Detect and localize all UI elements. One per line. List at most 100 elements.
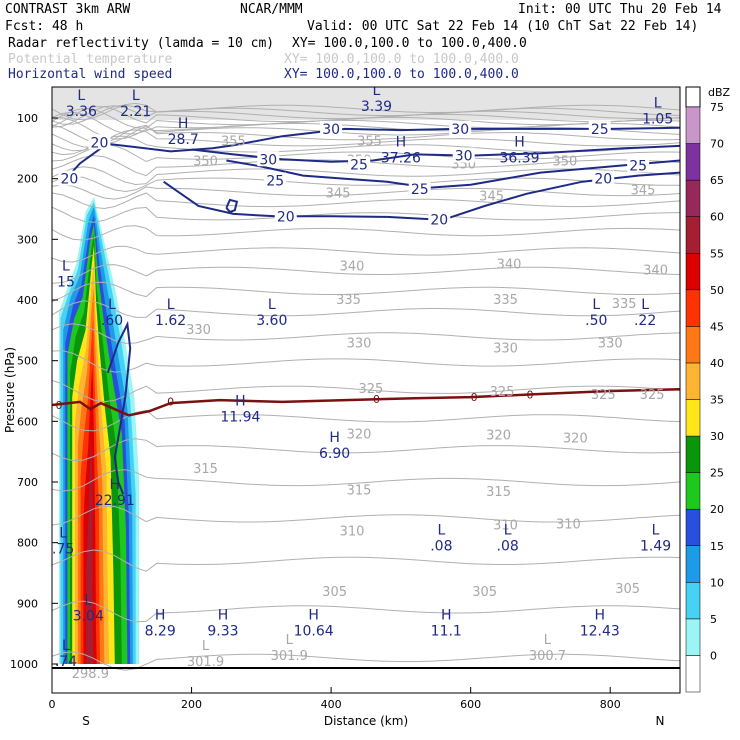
colorbar-label: 15 [710, 540, 724, 553]
colorbar-label: 5 [710, 613, 717, 626]
reflectivity-band-60dbz [86, 433, 94, 664]
extremum-marker: L [641, 297, 649, 313]
theta-contour-label: 355 [221, 134, 246, 149]
theta-contour-label: 305 [322, 585, 347, 600]
extremum-value: 3.04 [73, 608, 104, 624]
extremum-marker: L [108, 297, 116, 313]
y-tick-label: 100 [17, 112, 38, 125]
extremum-marker: H [594, 608, 605, 624]
wind-contour-label: 20 [61, 172, 79, 188]
theta-contour-label: 335 [493, 293, 518, 308]
extremum-value: 2.21 [120, 104, 151, 120]
wind-contour-line [93, 126, 680, 153]
colorbar-swatch [685, 582, 701, 620]
extremum-value: 1.62 [155, 313, 186, 329]
theta-contour-line [52, 225, 680, 241]
colorbar-swatch [685, 143, 701, 181]
extremum-value: .08 [497, 539, 519, 555]
extremum-marker: H [218, 608, 229, 624]
colorbar-label: 75 [710, 101, 724, 114]
wind-contour-label: 20 [430, 212, 448, 228]
wind-label-bg [592, 170, 615, 186]
theta-contour-line [52, 600, 680, 623]
model-title: CONTRAST 3km ARW [5, 2, 130, 17]
theta-contour-label: 305 [472, 585, 497, 600]
extremum-value: .60 [101, 313, 123, 329]
wind-label-bg [452, 147, 475, 163]
theta-contour-label: 320 [347, 427, 372, 442]
x-end-label-left: S [82, 714, 90, 728]
colorbar-label: 0 [710, 649, 717, 662]
center-name: NCAR/MMM [240, 2, 303, 17]
theta-contour-label: 350 [193, 154, 218, 169]
extremum-value: .74 [55, 654, 77, 670]
theta-contour-label: 315 [193, 462, 218, 477]
y-tick-label: 700 [17, 476, 38, 489]
extremum-marker: L [59, 526, 67, 542]
theta-contour-label: 305 [615, 582, 640, 597]
wind-contour-label: 25 [591, 122, 609, 138]
theta-contour-label: 350 [552, 154, 577, 169]
theta-contour-label: 315 [347, 483, 372, 498]
theta-contours [52, 102, 680, 671]
wind-contour-label: 25 [411, 182, 429, 198]
extremum-value: 28.7 [168, 132, 199, 148]
colorbar-swatch [685, 216, 701, 254]
theta-contour-label: 355 [357, 134, 382, 149]
colorbar-label: 30 [710, 430, 724, 443]
extremum-marker: L [654, 96, 662, 112]
theta-contour-label: 310 [340, 525, 365, 540]
freezing-line-label: 0 [526, 389, 533, 402]
extremum-marker: H [235, 393, 246, 409]
y-axis-label: Pressure (hPa) [3, 347, 17, 433]
theta-contour-label: 345 [479, 190, 504, 205]
wind-label-bg [408, 180, 431, 196]
field-xy-reflectivity: XY= 100.0,100.0 to 100.0,400.0 [292, 36, 527, 51]
extremum-marker: H [396, 134, 407, 150]
y-tick-label: 300 [17, 233, 38, 246]
theta-contour-line [52, 549, 680, 572]
colorbar-swatch [685, 655, 701, 693]
extremum-value: 8.29 [145, 624, 176, 640]
theta-contour-line [52, 144, 680, 163]
wind-contour-line [226, 159, 680, 189]
theta-contour-line [52, 438, 680, 462]
theta-contour-line [52, 129, 680, 152]
colorbar-label: 20 [710, 503, 724, 516]
extremum-value: 15 [57, 275, 75, 291]
field-name-wind: Horizontal wind speed [8, 67, 172, 82]
colorbar-label: 25 [710, 467, 724, 480]
theta-contour-line [52, 469, 680, 492]
wind-label-bg [449, 120, 472, 136]
extremum-marker: H [110, 477, 121, 493]
extremum-value: 9.33 [207, 624, 238, 640]
wind-contour-label: 20 [277, 209, 295, 225]
colorbar-label: 10 [710, 576, 724, 589]
x-tick-label: 600 [460, 698, 481, 711]
theta-contour-line [52, 323, 680, 344]
theta-contour-label: 320 [563, 432, 588, 447]
extremum-marker: L [373, 83, 381, 99]
theta-contour-label: 325 [640, 388, 665, 403]
extremum-marker: L [268, 297, 276, 313]
extremum-marker: L [77, 88, 85, 104]
theta-extremum-marker: L [286, 633, 294, 648]
theta-contour-line [52, 124, 680, 148]
extremum-value: 37.26 [381, 150, 421, 166]
y-tick-label: 400 [17, 294, 38, 307]
init-time: Init: 00 UTC Thu 20 Feb 14 [518, 2, 722, 17]
theta-extremum-marker: L [202, 639, 210, 654]
colorbar-swatch [685, 508, 701, 546]
theta-contour-line [52, 206, 680, 223]
extremum-marker: L [592, 297, 600, 313]
wind-label-bg [58, 170, 81, 186]
colorbar-swatch [685, 472, 701, 510]
colorbar-swatch [685, 435, 701, 473]
colorbar-swatch [685, 399, 701, 437]
extremum-marker: L [437, 523, 445, 539]
theta-contour-label: 345 [631, 184, 656, 199]
colorbar-swatch [685, 253, 701, 291]
theta-contour-line [52, 264, 680, 284]
theta-contour-line [52, 184, 680, 200]
colorbar-label: 65 [710, 174, 724, 187]
